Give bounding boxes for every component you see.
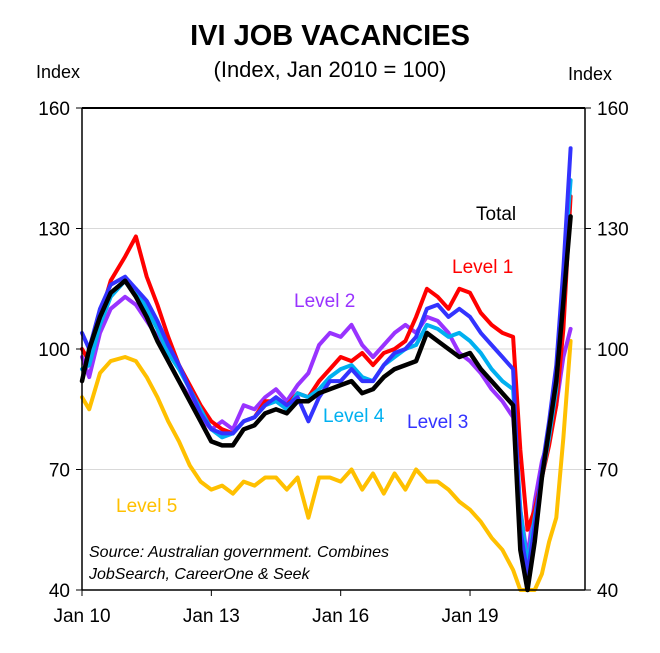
y-tick-label-right-70: 70 xyxy=(597,461,618,482)
series-label-level-4: Level 4 xyxy=(323,406,385,427)
y-tick-label-right-40: 40 xyxy=(597,581,618,602)
series-line-level-1 xyxy=(80,194,573,532)
y-tick-label-left-40: 40 xyxy=(49,581,70,602)
x-tick-label-1: Jan 13 xyxy=(183,606,240,627)
series-label-level-3: Level 3 xyxy=(407,412,468,433)
series-label-level-5: Level 5 xyxy=(116,496,177,517)
series-label-total: Total xyxy=(476,204,516,225)
x-tick-label-0: Jan 10 xyxy=(53,606,110,627)
right-axis-unit-label: Index xyxy=(568,64,612,84)
source-line-1: Source: Australian government. Combines xyxy=(89,544,389,561)
y-tick-label-left-130: 130 xyxy=(38,220,70,241)
y-tick-label-left-100: 100 xyxy=(38,340,70,361)
series-label-level-2: Level 2 xyxy=(294,291,355,312)
y-tick-label-left-160: 160 xyxy=(38,99,70,120)
source-note: Source: Australian government. Combines … xyxy=(88,544,389,583)
chart-subtitle: (Index, Jan 2010 = 100) xyxy=(214,57,447,82)
y-tick-label-right-100: 100 xyxy=(597,340,629,361)
x-tick-label-2: Jan 16 xyxy=(312,606,369,627)
source-line-2: JobSearch, CareerOne & Seek xyxy=(88,566,311,583)
series-labels: Total Level 1 Level 2 Level 4 Level 3 Le… xyxy=(116,204,516,517)
series-line-total xyxy=(79,214,573,593)
series-label-level-1: Level 1 xyxy=(452,257,513,278)
series-line-level-5 xyxy=(80,339,573,592)
y-tick-label-right-160: 160 xyxy=(597,99,629,120)
axes: 40 40 70 70 100 100 130 130 160 160 Jan 10 Jan 13 Ja… xyxy=(38,99,628,627)
plot-area xyxy=(79,146,573,593)
y-tick-label-right-130: 130 xyxy=(597,220,629,241)
y-tick-label-left-70: 70 xyxy=(49,461,70,482)
chart-title: IVI JOB VACANCIES xyxy=(190,20,470,52)
left-axis-unit-label: Index xyxy=(36,62,80,82)
series-line-level-3 xyxy=(80,146,573,576)
x-tick-label-3: Jan 19 xyxy=(442,606,499,627)
